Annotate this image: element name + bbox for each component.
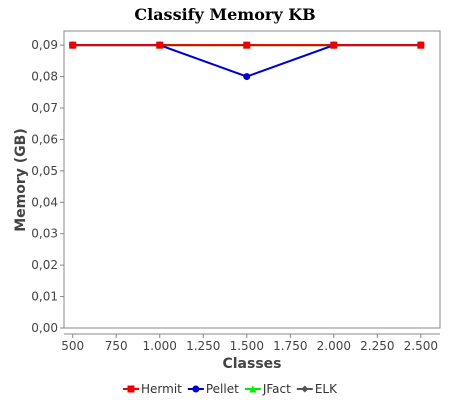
y-tick-label: 0,01 [31,290,58,304]
legend: Hermit Pellet JFact ELK [123,382,338,396]
legend-marker-hermit [127,385,135,393]
y-tick-label: 0,00 [31,321,58,335]
data-point-hermit [69,41,77,49]
y-tick-label: 0,04 [31,195,58,209]
y-tick-label: 0,08 [31,70,58,84]
y-tick-label: 0,05 [31,164,58,178]
legend-marker-jfact [249,385,257,393]
x-tick-label: 1.000 [143,339,177,353]
data-point-hermit [243,41,251,49]
y-axis: 0,00 0,01 0,02 0,03 0,04 0,05 0,06 0,07 0,08 0,09 [31,38,64,335]
chart-title: Classify Memory KB [134,5,315,24]
y-axis-title: Memory (GB) [13,128,29,232]
y-tick-label: 0,02 [31,258,58,272]
series-layer [69,41,425,81]
data-point-hermit [330,41,338,49]
legend-label-jfact: JFact [262,382,291,396]
x-tick-label: 750 [105,339,128,353]
plot-area [63,30,441,329]
legend-item-jfact: JFact [244,382,291,396]
y-tick-label: 0,07 [31,101,58,115]
x-tick-label: 1.750 [273,339,307,353]
x-tick-label: 500 [61,339,84,353]
legend-label-pellet: Pellet [206,382,239,396]
x-tick-label: 2.000 [317,339,351,353]
x-tick-label: 1.500 [230,339,264,353]
series-hermit [69,41,425,49]
data-point-pellet [243,73,251,81]
y-tick-label: 0,03 [31,227,58,241]
x-tick-label: 2.250 [360,339,394,353]
legend-marker-pellet [192,385,200,393]
data-point-hermit [417,41,425,49]
x-tick-label: 1.250 [186,339,220,353]
y-tick-label: 0,09 [31,38,58,52]
legend-item-pellet: Pellet [187,382,239,396]
legend-label-elk: ELK [315,382,338,396]
y-tick-label: 0,06 [31,132,58,146]
x-axis-title: Classes [222,356,281,372]
data-point-hermit [156,41,164,49]
legend-marker-elk [301,385,309,393]
legend-label-hermit: Hermit [141,382,182,396]
x-axis: 500 750 1.000 1.250 1.500 1.750 2.000 2.250 2.50… [61,333,440,353]
legend-item-hermit: Hermit [123,382,182,396]
x-tick-label: 2.500 [404,339,438,353]
legend-item-elk: ELK [296,382,338,396]
